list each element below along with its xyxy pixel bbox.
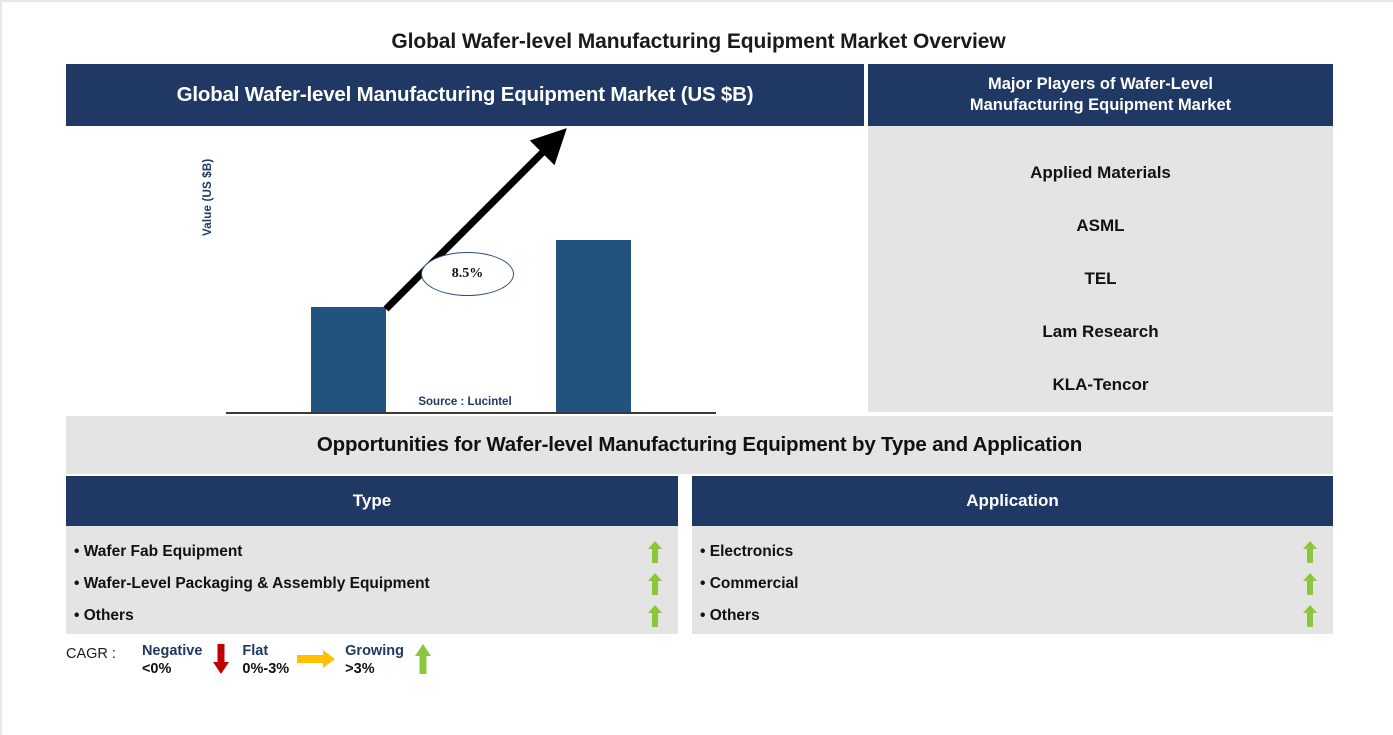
chart-source-label: Source : Lucintel [418,396,512,408]
list-item: Lam Research [1042,322,1159,341]
chart-bar-2025 [311,307,386,412]
cagr-legend-negative-name: Negative [141,643,203,659]
type-row-label: • Wafer Fab Equipment [74,543,243,560]
application-column-rows: • Electronics • Commercial • Others [692,526,1333,632]
major-players-panel: Major Players of Wafer-Level Manufacturi… [868,64,1333,412]
table-row: • Electronics [692,536,1333,568]
application-column-header: Application [692,476,1333,526]
cagr-legend-item-growing: Growing >3% [345,642,436,678]
cagr-value-label: 8.5% [451,266,484,281]
arrow-up-green-icon [648,541,662,563]
chart-bar-2031 [556,240,631,412]
chart-y-axis-label: Value (US $B) [202,158,214,236]
chart-x-axis-line [226,412,716,414]
arrow-down-red-icon [213,644,230,674]
application-row-label: • Commercial [700,575,799,592]
cagr-value-bubble: 8.5% [421,252,514,296]
cagr-legend-negative-range: <0% [141,661,172,678]
arrow-up-green-icon [1303,605,1317,627]
table-row: • Wafer-Level Packaging & Assembly Equip… [66,568,678,600]
major-players-header-line1: Major Players of Wafer-Level [988,75,1213,94]
cagr-legend-growing-range: >3% [345,661,375,678]
table-row: • Others [66,600,678,632]
cagr-legend-flat-name: Flat [242,643,269,659]
major-players-header-line2: Manufacturing Equipment Market [969,96,1232,114]
cagr-legend-growing-name: Growing [345,643,404,659]
type-row-label: • Wafer-Level Packaging & Assembly Equip… [74,575,430,592]
cagr-legend-item-negative: Negative <0% [142,642,234,678]
cagr-legend-flat-range: 0%-3% [242,661,290,678]
arrow-up-green-icon [414,644,431,674]
market-chart-panel: Global Wafer-level Manufacturing Equipme… [66,64,864,434]
application-row-label: • Electronics [700,543,794,560]
cagr-legend-title: CAGR : [66,646,116,662]
page-title: Global Wafer-level Manufacturing Equipme… [391,30,1006,53]
type-row-label: • Others [74,607,134,624]
major-players-header: Major Players of Wafer-Level Manufacturi… [868,64,1333,126]
application-column-header-label: Application [966,491,1059,510]
list-item: ASML [1076,216,1125,235]
arrow-right-yellow-icon [297,650,336,668]
major-players-list: Applied Materials ASML TEL Lam Research … [868,126,1333,412]
market-chart-body: Value (US $B) 2025 2031 8.5% [66,126,864,434]
cagr-legend: CAGR : Negative <0% Flat 0%-3% [66,642,444,688]
arrow-up-green-icon [648,605,662,627]
arrow-up-green-icon [648,573,662,595]
application-row-label: • Others [700,607,760,624]
list-item: KLA-Tencor [1052,375,1149,394]
type-column-rows: • Wafer Fab Equipment • Wafer-Level Pack… [66,526,678,632]
type-column-panel: Type • Wafer Fab Equipment • Wafer-Level… [66,476,678,634]
type-column-header: Type [66,476,678,526]
type-column-header-label: Type [352,491,392,510]
market-chart-header-label: Global Wafer-level Manufacturing Equipme… [176,83,754,106]
opportunities-band-title: Opportunities for Wafer-level Manufactur… [316,433,1083,456]
cagr-legend-item-flat: Flat 0%-3% [242,642,337,678]
opportunities-band: Opportunities for Wafer-level Manufactur… [66,416,1333,474]
list-item: Applied Materials [1030,163,1171,182]
major-players-header-label: Major Players of Wafer-Level Manufacturi… [942,74,1259,115]
table-row: • Commercial [692,568,1333,600]
arrow-up-green-icon [1303,541,1317,563]
application-column-panel: Application • Electronics • Commercial •… [692,476,1333,634]
table-row: • Wafer Fab Equipment [66,536,678,568]
market-chart-header: Global Wafer-level Manufacturing Equipme… [66,64,864,126]
table-row: • Others [692,600,1333,632]
list-item: TEL [1084,269,1117,288]
arrow-up-green-icon [1303,573,1317,595]
